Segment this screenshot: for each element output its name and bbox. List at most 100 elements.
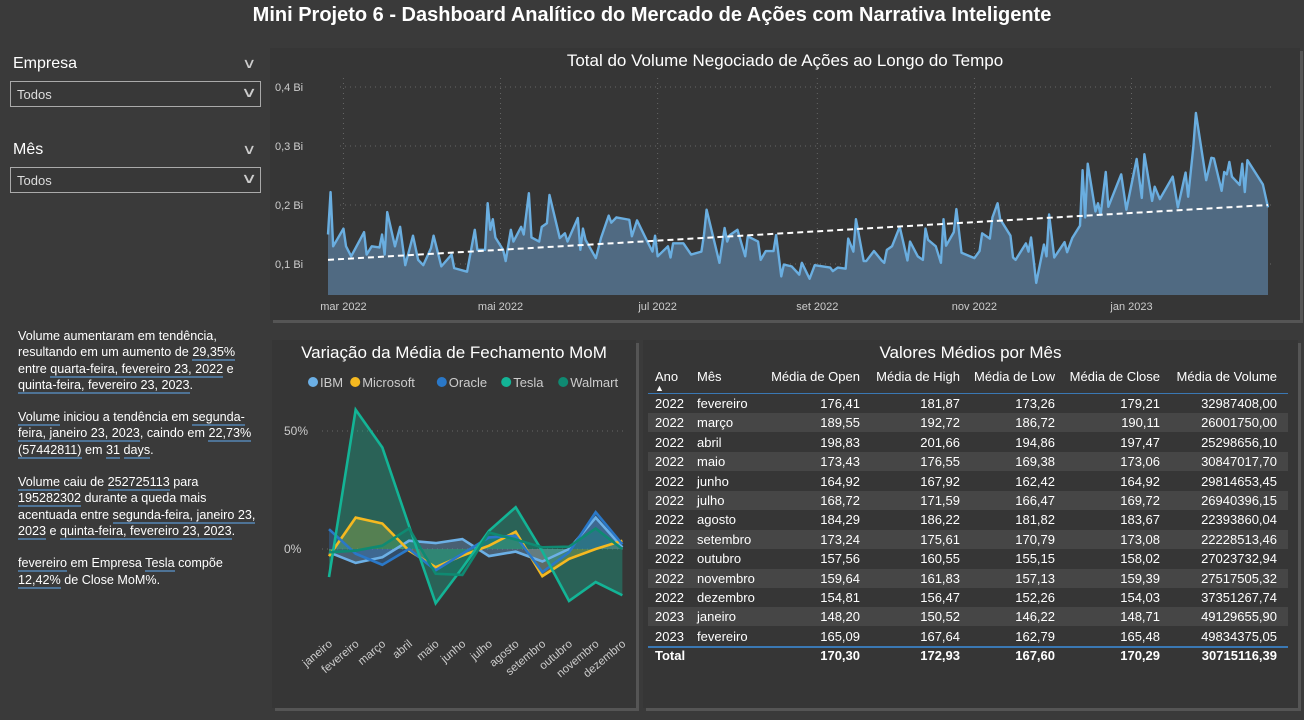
total-cell: Total: [655, 648, 686, 663]
smart-narrative: Volume aumentaram em tendência, resultan…: [18, 328, 263, 604]
table-cell: 176,41: [820, 396, 860, 411]
table-cell: dezembro: [697, 590, 755, 605]
line-tesla: [327, 406, 623, 607]
table-cell: 2022: [655, 396, 684, 411]
table-cell: fevereiro: [697, 396, 748, 411]
total-cell: 172,93: [920, 648, 960, 663]
table-cell: 158,02: [1120, 551, 1160, 567]
table-cell: 186,72: [1015, 415, 1055, 431]
table-cell: 157,13: [1015, 570, 1055, 586]
table-cell: 49129655,90: [1201, 609, 1277, 625]
table-cell: 146,22: [1015, 609, 1055, 625]
line-oracle: [328, 510, 624, 574]
table-cell: 2023: [655, 628, 684, 644]
x-tick-label: junho: [438, 638, 468, 666]
table-cell: 197,47: [1120, 434, 1160, 450]
table-cell: 167,92: [920, 473, 960, 489]
table-cell: 183,67: [1120, 512, 1160, 528]
table-cell: 181,82: [1015, 512, 1055, 528]
table-cell: 2022: [655, 493, 684, 508]
narrative-value[interactable]: days: [123, 442, 151, 459]
column-header: Média de Low: [974, 369, 1055, 384]
narrative-value[interactable]: segunda-feira, janeiro 23, 2023: [18, 507, 256, 540]
table-row[interactable]: [648, 491, 1288, 510]
narrative-value[interactable]: 195282302: [18, 491, 82, 508]
table-cell: 156,47: [920, 590, 960, 605]
narrative-value[interactable]: 29,35%: [192, 345, 236, 362]
table-cell: 168,72: [820, 493, 860, 508]
narrative-value[interactable]: Tesla: [145, 556, 175, 573]
column-header: Média de Volume: [1176, 369, 1277, 384]
narrative-value[interactable]: quarta-feira, fevereiro 23, 2022: [50, 361, 224, 378]
table-cell: 184,29: [820, 512, 860, 528]
narrative-text: e: [223, 361, 234, 376]
table-cell: 162,42: [1015, 473, 1055, 489]
table-row[interactable]: [648, 568, 1288, 588]
mom-chart-panel: Variação da Média de Fechamento MoM 0% 50…: [272, 340, 636, 708]
mes-dropdown[interactable]: Todos ∨: [10, 167, 261, 193]
legend-marker-oracle: [436, 377, 447, 387]
narrative-value[interactable]: quinta-feira, fevereiro 23, 2023: [60, 523, 232, 540]
table-row[interactable]: [648, 510, 1288, 529]
narrative-paragraph: fevereiro em Empresa Tesla compõe 12,42%…: [18, 555, 263, 589]
narrative-value[interactable]: Volume: [18, 475, 61, 492]
narrative-value[interactable]: (57442811): [18, 442, 82, 459]
table-cell: 150,52: [920, 609, 960, 625]
volume-area: [328, 112, 1268, 296]
table-cell: 157,56: [820, 551, 860, 567]
table-row[interactable]: [648, 433, 1288, 452]
chevron-down-icon: ∨: [240, 170, 258, 186]
narrative-value[interactable]: 31: [106, 442, 121, 459]
empresa-dropdown[interactable]: Todos ∨: [10, 81, 261, 107]
table-cell: 167,64: [920, 628, 960, 644]
narrative-value[interactable]: 22,73%: [208, 426, 252, 443]
table-row[interactable]: [648, 529, 1288, 549]
x-tick-label: mar 2022: [320, 301, 366, 313]
x-tick-label: jan 2023: [1109, 301, 1152, 313]
chevron-down-icon[interactable]: ∨: [241, 55, 257, 71]
narrative-text: caiu de: [60, 475, 108, 490]
chevron-down-icon[interactable]: ∨: [241, 141, 257, 157]
narrative-text: .: [150, 442, 154, 457]
table-cell: 49834375,05: [1201, 628, 1277, 644]
sort-ascending-icon[interactable]: ▲: [655, 383, 664, 393]
table-row[interactable]: [648, 607, 1288, 627]
narrative-value[interactable]: 12,42%: [18, 572, 61, 589]
table-row[interactable]: [648, 472, 1288, 491]
narrative-value[interactable]: Volume: [18, 410, 61, 427]
table-cell: 148,71: [1120, 609, 1160, 625]
table-title: Valores Médios por Mês: [879, 343, 1062, 362]
narrative-value[interactable]: 252725113: [107, 475, 170, 492]
table-cell: 2022: [655, 512, 684, 528]
x-tick-label: jul 2022: [637, 301, 677, 313]
legend-label: Walmart: [570, 375, 618, 390]
mom-line-chart: 0%50%IBM Microsoft Oracle Tesla Walmartjanei…: [284, 375, 628, 680]
table-cell: 32987408,00: [1201, 396, 1277, 411]
narrative-value[interactable]: fevereiro: [18, 556, 67, 573]
table-cell: 2022: [655, 590, 684, 605]
table-cell: maio: [697, 454, 726, 470]
table-cell: 30847017,70: [1201, 454, 1277, 470]
table-cell: 166,47: [1015, 493, 1055, 508]
y-tick-label: 0,2 Bi: [275, 200, 303, 212]
table-row[interactable]: [648, 549, 1288, 568]
narrative-paragraph: Volume caiu de 252725113 para 195282302 …: [18, 474, 263, 540]
volume-line: [326, 111, 1270, 285]
table-row[interactable]: [648, 452, 1288, 472]
mom-chart-title: Variação da Média de Fechamento MoM: [301, 343, 607, 362]
table-cell: 27517505,32: [1201, 570, 1277, 586]
narrative-value[interactable]: quinta-feira, fevereiro 23, 2023: [18, 377, 190, 394]
table-cell: agosto: [697, 512, 737, 528]
total-cell: 170,30: [820, 648, 860, 663]
table-cell: abril: [697, 434, 722, 450]
table-cell: 165,48: [1120, 628, 1160, 644]
legend-marker-microsoft: [350, 377, 361, 387]
table-cell: 22393860,04: [1201, 512, 1277, 528]
table-cell: 175,61: [920, 531, 960, 547]
table-row[interactable]: [648, 413, 1288, 433]
narrative-value[interactable]: segunda-feira, janeiro 23, 2023: [18, 410, 245, 443]
table-cell: 26001750,00: [1201, 415, 1277, 431]
empresa-filter-label: Empresa: [13, 55, 78, 72]
table-cell: setembro: [697, 531, 752, 547]
table-cell: 169,72: [1120, 493, 1160, 508]
